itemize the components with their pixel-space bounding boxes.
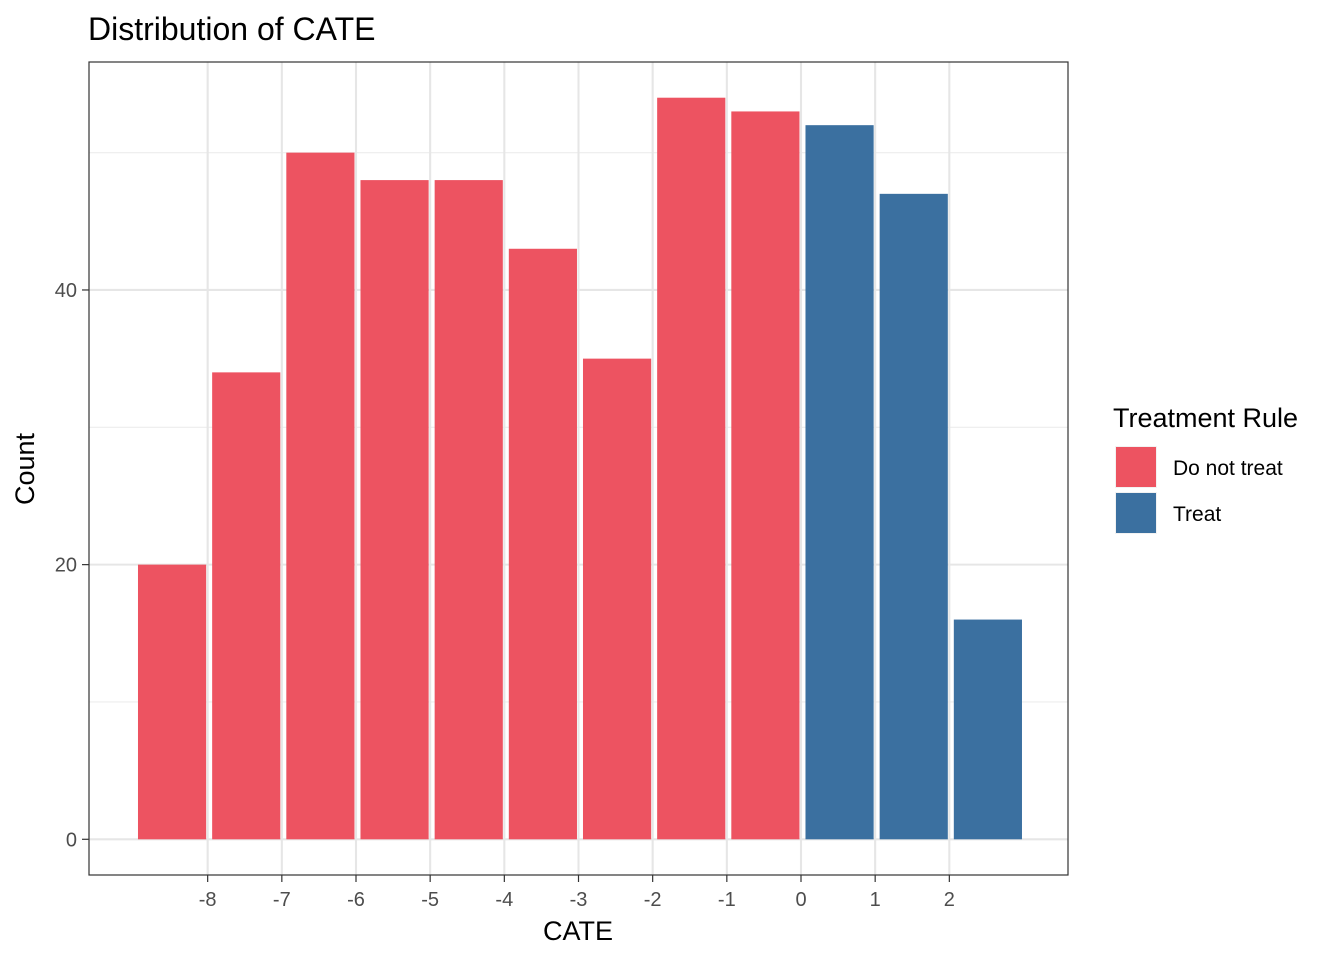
histogram-bar bbox=[212, 372, 281, 840]
histogram-bar bbox=[137, 564, 207, 840]
histogram-bar bbox=[508, 248, 577, 840]
x-tick-label: -7 bbox=[273, 889, 291, 911]
legend-label: Treat bbox=[1173, 503, 1221, 526]
x-tick-label: 0 bbox=[795, 889, 806, 911]
x-tick-label: -1 bbox=[718, 889, 736, 911]
histogram-bar bbox=[731, 111, 800, 840]
histogram-bar bbox=[657, 97, 726, 840]
x-tick-label: -8 bbox=[199, 889, 217, 911]
x-tick-label: -5 bbox=[421, 889, 439, 911]
histogram-bar bbox=[879, 193, 948, 840]
histogram-bar bbox=[434, 180, 503, 840]
y-tick-label: 40 bbox=[55, 280, 77, 302]
x-axis: -8 -7 -6 -5 -4 -3 -2 -1 0 1 2 bbox=[199, 875, 955, 911]
x-tick-label: -6 bbox=[347, 889, 365, 911]
y-axis-title: Count bbox=[10, 432, 40, 505]
histogram-bar bbox=[360, 180, 429, 840]
y-axis: 0 20 40 bbox=[55, 280, 89, 851]
legend: Treatment Rule Do not treat Treat bbox=[1113, 403, 1298, 534]
chart-title: Distribution of CATE bbox=[88, 11, 376, 47]
legend-swatch bbox=[1116, 447, 1156, 487]
bars bbox=[137, 97, 1022, 840]
x-axis-title: CATE bbox=[543, 916, 613, 946]
x-tick-label: -2 bbox=[644, 889, 662, 911]
legend-title: Treatment Rule bbox=[1113, 403, 1298, 433]
legend-swatch bbox=[1116, 493, 1156, 533]
histogram-bar bbox=[953, 619, 1022, 840]
y-tick-label: 20 bbox=[55, 555, 77, 577]
histogram-bar bbox=[582, 358, 652, 840]
x-tick-label: 2 bbox=[944, 889, 955, 911]
x-tick-label: 1 bbox=[870, 889, 881, 911]
histogram-bar bbox=[805, 125, 874, 840]
x-tick-label: -3 bbox=[570, 889, 588, 911]
x-tick-label: -4 bbox=[495, 889, 513, 911]
y-tick-label: 0 bbox=[66, 829, 77, 851]
legend-label: Do not treat bbox=[1173, 457, 1283, 480]
histogram-bar bbox=[286, 152, 355, 840]
plot-panel bbox=[88, 61, 1069, 876]
gridlines bbox=[89, 62, 1068, 875]
